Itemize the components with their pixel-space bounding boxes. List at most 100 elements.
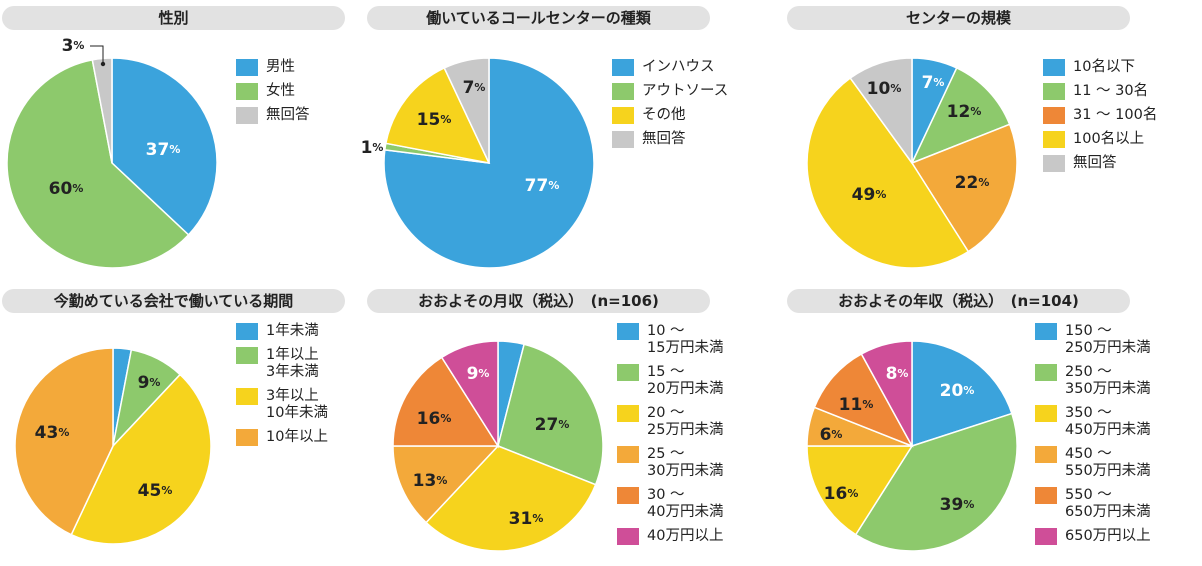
- legend-swatch: [612, 131, 634, 148]
- pie-slice: [392, 445, 500, 524]
- legend-label: 30 〜 40万円未満: [647, 487, 724, 520]
- legend-label: 350 〜 450万円未満: [1065, 405, 1151, 438]
- legend-item: 3年以上 10年未満: [236, 388, 328, 422]
- legend-item: インハウス: [612, 59, 728, 76]
- legend-label: 10年以上: [266, 429, 328, 445]
- legend-item: 30 〜 40万円未満: [617, 487, 723, 521]
- chart-title: センターの規模: [787, 6, 1130, 30]
- legend-item: 550 〜 650万円未満: [1035, 487, 1151, 521]
- legend-swatch: [1035, 405, 1057, 422]
- legend-item: 無回答: [612, 131, 728, 148]
- legend-label: 男性: [266, 59, 295, 75]
- legend-label: その他: [642, 107, 686, 123]
- legend-item: 100名以上: [1043, 131, 1157, 148]
- legend-label: 無回答: [642, 131, 686, 147]
- legend-swatch: [1035, 528, 1057, 545]
- legend-swatch: [1043, 59, 1065, 76]
- slice-label: 4%: [498, 327, 521, 347]
- slice-label: 39%: [940, 495, 975, 515]
- legend-swatch: [1043, 155, 1065, 172]
- pie-slice: [443, 57, 490, 164]
- pie-chart: 4% 27% 31% 13% 16% 9%: [392, 327, 604, 552]
- slice-label: 45%: [138, 481, 173, 501]
- legend-item: 10名以下: [1043, 59, 1157, 76]
- legend-swatch: [236, 107, 258, 124]
- pie-slice: [425, 445, 597, 552]
- chart-panel-center-size: センターの規模 7% 12% 22% 49% 10% 10名以下 11 〜 30名 31 〜…: [785, 0, 1181, 280]
- legend-swatch: [612, 107, 634, 124]
- legend-swatch: [236, 429, 258, 446]
- legend-label: 250 〜 350万円未満: [1065, 364, 1151, 397]
- chart-panel-tenure: 今勤めている会社で働いている期間 3% 9% 45% 43% 1年未満 1年以上 3年未…: [0, 283, 396, 563]
- legend-item: 無回答: [1043, 155, 1157, 172]
- legend-item: 650万円以上: [1035, 528, 1151, 545]
- slice-label: 31%: [509, 509, 544, 529]
- legend: 男性女性無回答: [236, 59, 310, 131]
- legend: 1年未満 1年以上 3年未満 3年以上 10年未満 10年以上: [236, 323, 328, 453]
- slice-label: 37%: [146, 140, 181, 160]
- legend-item: アウトソース: [612, 83, 728, 100]
- legend-swatch: [1043, 131, 1065, 148]
- pie-slice: [6, 58, 190, 269]
- legend-item: 150 〜 250万円未満: [1035, 323, 1151, 357]
- pie-slice: [806, 77, 970, 269]
- slice-label: 15%: [417, 110, 452, 130]
- pie-slice: [497, 343, 604, 486]
- legend-swatch: [617, 487, 639, 504]
- legend-item: 25 〜 30万円未満: [617, 446, 723, 480]
- legend-item: 女性: [236, 83, 310, 100]
- legend-swatch: [236, 83, 258, 100]
- legend-item: 350 〜 450万円未満: [1035, 405, 1151, 439]
- slice-label: 13%: [413, 471, 448, 491]
- slice-label: 7%: [922, 73, 945, 93]
- chart-panel-monthly-income: おおよその月収（税込） (n=106) 4% 27% 31% 13% 16% 9% 10 …: [365, 283, 761, 563]
- legend-item: 1年以上 3年未満: [236, 347, 328, 381]
- legend-swatch: [236, 347, 258, 364]
- slice-label: 9%: [467, 364, 490, 384]
- legend-label: 31 〜 100名: [1073, 107, 1158, 123]
- legend-swatch: [617, 323, 639, 340]
- pie-slice: [14, 347, 114, 536]
- legend-swatch: [1035, 364, 1057, 381]
- pie-slice: [111, 57, 218, 236]
- slice-label: 16%: [824, 484, 859, 504]
- pie-chart: 37% 60% 3%: [6, 36, 218, 269]
- legend-label: 無回答: [266, 107, 310, 123]
- legend-label: 1年以上 3年未満: [266, 347, 319, 380]
- legend-item: 11 〜 30名: [1043, 83, 1157, 100]
- legend-item: 男性: [236, 59, 310, 76]
- pie-slice: [910, 66, 1011, 165]
- legend-swatch: [617, 528, 639, 545]
- pie-slice: [392, 356, 500, 447]
- legend-swatch: [612, 83, 634, 100]
- legend-swatch: [1035, 323, 1057, 340]
- legend-item: その他: [612, 107, 728, 124]
- legend-item: 31 〜 100名: [1043, 107, 1157, 124]
- slice-label: 7%: [463, 78, 486, 98]
- legend-item: 10 〜 15万円未満: [617, 323, 723, 357]
- legend-swatch: [1043, 107, 1065, 124]
- legend-label: 11 〜 30名: [1073, 83, 1149, 99]
- legend-swatch: [617, 405, 639, 422]
- legend-item: 40万円以上: [617, 528, 723, 545]
- slice-label: 60%: [49, 179, 84, 199]
- legend-label: 20 〜 25万円未満: [647, 405, 724, 438]
- pie-slice: [70, 373, 212, 545]
- slice-label: 3%: [62, 36, 85, 56]
- pie-chart: 20% 39% 16% 6% 11% 8%: [806, 340, 1018, 552]
- chart-panel-annual-income: おおよその年収（税込） (n=104) 20% 39% 16% 6% 11% 8% 150…: [785, 283, 1181, 563]
- slice-label: 12%: [947, 102, 982, 122]
- chart-panel-gender: 性別 37% 60% 3% 男性 女性 無回答: [0, 0, 396, 280]
- pie-slice: [384, 66, 491, 165]
- pie-chart: 77% 1% 15% 7%: [361, 57, 595, 269]
- legend-label: アウトソース: [642, 83, 729, 99]
- slice-label: 20%: [940, 381, 975, 401]
- slice-label: 8%: [886, 364, 909, 384]
- pie-slice: [813, 352, 914, 448]
- chart-title: おおよその年収（税込） (n=104): [787, 289, 1130, 313]
- pie-slice: [806, 445, 914, 536]
- legend-label: 10 〜 15万円未満: [647, 323, 724, 356]
- legend: 150 〜 250万円未満 250 〜 350万円未満 350 〜 450万円未満 4…: [1035, 323, 1151, 552]
- pie-slice: [911, 340, 1013, 448]
- legend-label: 3年以上 10年未満: [266, 388, 328, 421]
